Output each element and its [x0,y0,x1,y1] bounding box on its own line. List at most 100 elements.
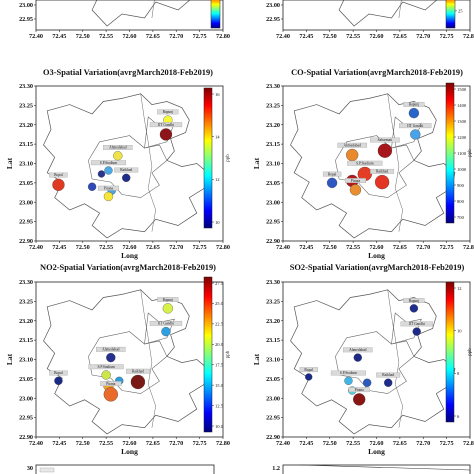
station-label: IIT Gandhi [409,322,425,326]
colorbar-tick-label: 27.5 [215,281,224,286]
y-axis-label: Lat [5,353,14,365]
x-axis-label: Long [368,251,385,260]
x-tick-label: 72.60 [123,33,137,40]
river-line [387,289,403,428]
station-label-box [90,160,127,166]
y-tick-label: 23.10 [266,161,280,168]
station-label: S.P.Stadium [340,371,358,375]
colorbar-tick-label: 8 [457,371,460,376]
x-tick-label: 72.60 [370,33,384,40]
y-tick-label: 23.05 [266,180,280,187]
river-line [387,93,403,232]
x-tick-label: 72.40 [29,33,43,40]
x-tick-label: 72.80 [216,33,230,40]
x-tick-label: 72.40 [276,440,290,447]
y-tick-label: 22.95 [19,219,33,226]
station-point [305,373,313,381]
x-tick-label: 72.60 [123,244,137,251]
x-tick-label: 72.75 [193,33,207,40]
station-label-box [299,367,318,373]
x-tick-label: 72.55 [99,33,113,40]
colorbar-tick-label: 22.5 [215,322,224,327]
station-point [384,378,393,387]
station-label: Pirana [106,382,116,386]
district-outline [43,93,209,239]
colorbar [445,0,456,29]
station-point [326,177,338,189]
colorbar-tick-label: 1500 [457,87,467,92]
x-tick-label: 72.45 [299,33,313,40]
river-line [140,93,156,232]
y-tick-label: 23.15 [19,141,33,148]
station-point [54,376,63,385]
station-point [408,107,420,119]
colorbar-label: ppb [226,350,231,358]
colorbar-tick-label: 1200 [457,135,467,140]
y-tick-label: 23.30 [19,279,33,286]
colorbar-label: ppb [468,348,473,356]
station-point [159,128,173,141]
x-tick-label: 72.50 [76,440,90,447]
y-axis-label: Lat [252,157,261,169]
colorbar [445,82,455,224]
station-label-box [125,368,150,374]
gandhinagar-outline [144,312,175,345]
station-point [52,178,65,191]
y-tick-label: 30 [27,465,33,472]
station-label-box [157,297,179,303]
legend-box [39,467,55,473]
station-label-box [88,364,124,370]
x-tick-label: 72.40 [29,440,43,447]
station-label-box [348,387,370,393]
x-tick-label: 72.65 [393,244,407,251]
y-tick-label: 23.25 [19,298,33,305]
chart-title: O3-Spatial Variation(avrgMarch2018-Feb20… [43,68,213,77]
station-label: Bapunj [409,103,419,107]
x-tick-label: 72.75 [440,440,454,447]
x-tick-label: 72.55 [346,33,360,40]
x-tick-label: 72.50 [323,33,337,40]
station-label: S.P.Stadium [97,365,115,369]
station-label: Bopal [304,368,313,372]
x-tick-label: 72.70 [169,244,183,251]
y-tick-label: 23.00 [19,395,33,402]
station-point [412,327,421,336]
station-label-box [403,298,425,304]
x-tick-label: 72.65 [146,440,160,447]
x-tick-label: 72.75 [440,33,454,40]
x-tick-label: 72.60 [370,244,384,251]
y-tick-label: 22.90 [19,238,33,245]
station-point [353,353,362,362]
station-label-box [49,172,68,178]
x-tick-label: 72.40 [276,244,290,251]
station-point [122,173,131,182]
colorbar-tick-label: 20.0 [215,342,224,347]
y-tick-label: 22.90 [266,434,280,441]
station-label: Bopal [54,173,63,177]
colorbar-tick-label: 14 [215,134,220,139]
river-line [151,0,155,19]
plot-frame [35,281,224,438]
colorbar-tick-label: 1100 [457,151,467,156]
x-tick-label: 72.70 [169,33,183,40]
colorbar-tick-label: 1300 [457,119,467,124]
station-label-box [103,145,133,150]
station-label-box [322,171,342,177]
station-label: Raikhad [120,168,132,172]
station-label: Raikhad [382,373,394,377]
x-tick-label: 72.65 [146,244,160,251]
chart-panel-o3: Bapunj IIT Gandhi Ahmedabad S.P.StadiumRaik… [5,68,231,260]
colorbar-label: ppb [468,149,473,157]
y-tick-label: 23.00 [266,199,280,206]
river-line [398,0,402,19]
x-axis-label: Long [368,447,385,456]
station-point [103,191,114,202]
station-point [362,378,372,387]
y-tick-label: 23.00 [266,395,280,402]
x-tick-label: 72.45 [52,244,66,251]
y-tick-label: 23.30 [266,83,280,90]
station-label: Bopal [328,172,337,176]
chart-panel-co: Bapunj IIT Gandhi Ahmedabad Sabarmati S.P.St… [252,68,474,260]
chart-title: CO-Spatial Variation(avrgMarch2018-Feb20… [291,68,463,77]
station-label: Raikhad [376,170,388,174]
